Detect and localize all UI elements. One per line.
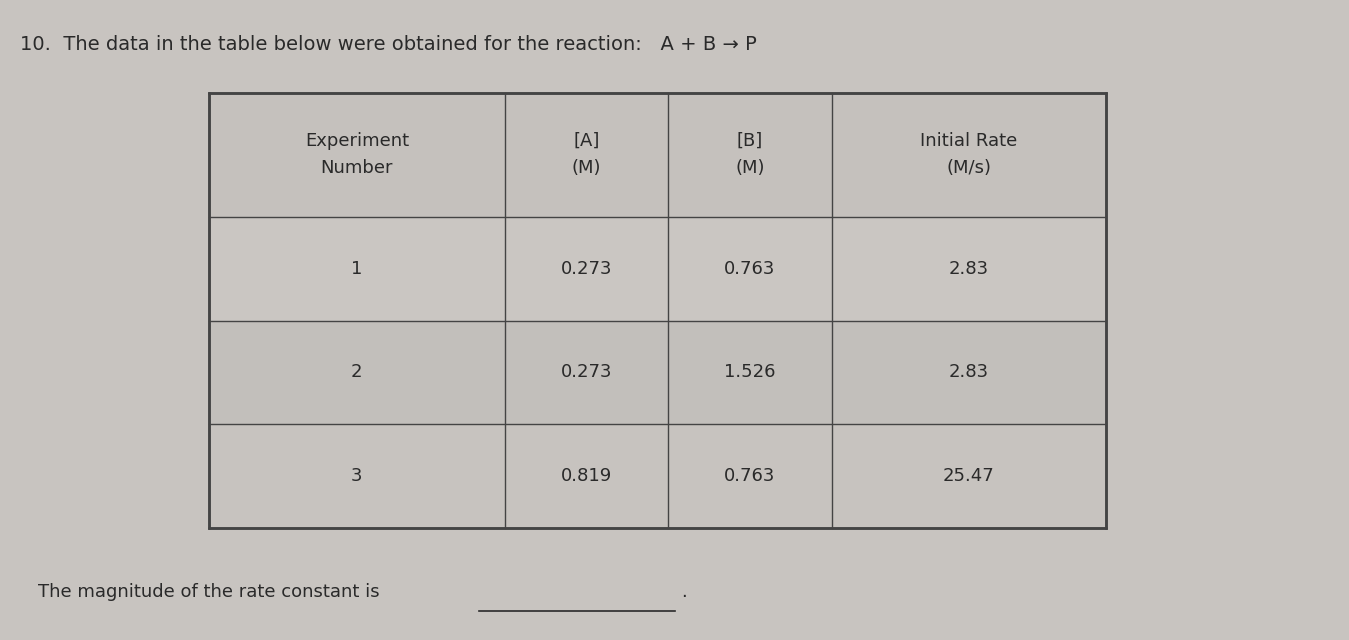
Text: 1: 1 xyxy=(351,260,363,278)
Text: 0.819: 0.819 xyxy=(561,467,612,485)
Text: 25.47: 25.47 xyxy=(943,467,994,485)
Text: [A]: [A] xyxy=(573,132,599,150)
Text: 0.273: 0.273 xyxy=(561,260,612,278)
Text: Experiment: Experiment xyxy=(305,132,409,150)
Text: (M): (M) xyxy=(735,159,765,177)
Text: 0.763: 0.763 xyxy=(724,260,776,278)
Text: 3: 3 xyxy=(351,467,363,485)
Bar xyxy=(209,93,1106,528)
Text: Initial Rate: Initial Rate xyxy=(920,132,1017,150)
Text: 1.526: 1.526 xyxy=(724,364,776,381)
Text: The magnitude of the rate constant is: The magnitude of the rate constant is xyxy=(38,583,379,601)
Text: 2: 2 xyxy=(351,364,363,381)
Text: 10.  The data in the table below were obtained for the reaction:   A + B → P: 10. The data in the table below were obt… xyxy=(20,35,757,54)
Bar xyxy=(209,321,1106,424)
Bar xyxy=(209,217,1106,321)
Text: 0.763: 0.763 xyxy=(724,467,776,485)
Text: (M/s): (M/s) xyxy=(947,159,992,177)
Text: 2.83: 2.83 xyxy=(948,364,989,381)
Text: 2.83: 2.83 xyxy=(948,260,989,278)
Text: [B]: [B] xyxy=(737,132,764,150)
Bar xyxy=(209,93,1106,217)
Bar xyxy=(209,424,1106,528)
Text: Number: Number xyxy=(321,159,393,177)
Text: (M): (M) xyxy=(572,159,602,177)
Bar xyxy=(209,93,1106,528)
Text: .: . xyxy=(681,583,687,601)
Text: 0.273: 0.273 xyxy=(561,364,612,381)
